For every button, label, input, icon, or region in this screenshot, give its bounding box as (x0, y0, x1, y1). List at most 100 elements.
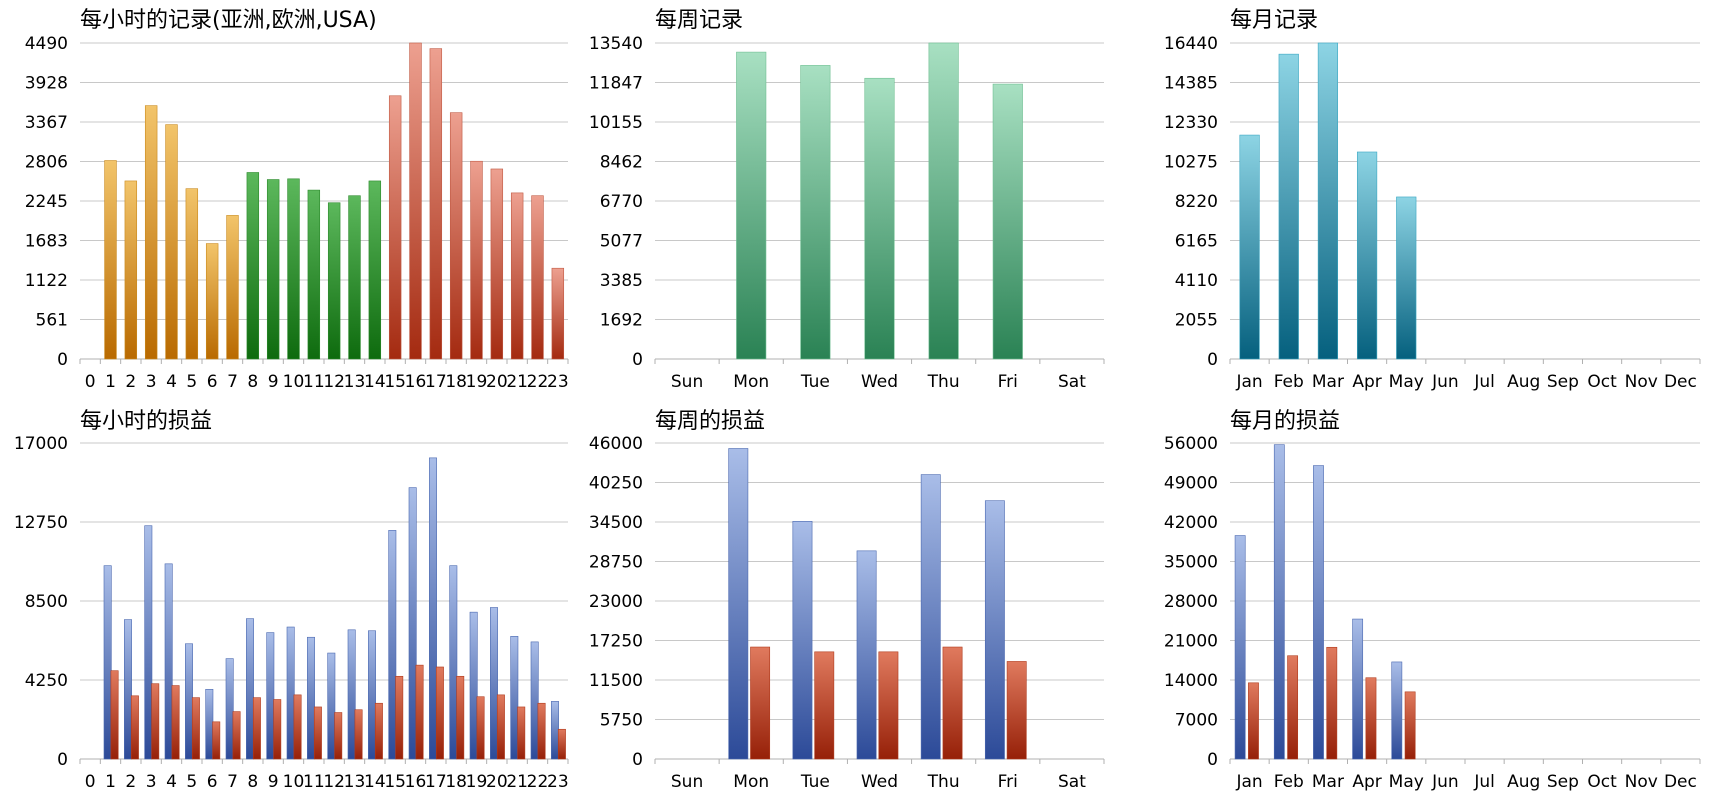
y-tick-label: 8220 (1175, 192, 1218, 212)
bar (205, 688, 214, 760)
y-tick-label: 34500 (589, 513, 643, 533)
y-tick-label: 4490 (25, 34, 68, 54)
x-tick-label: 14 (364, 772, 386, 792)
bar (185, 188, 199, 360)
x-tick-label: Feb (1274, 372, 1304, 392)
y-tick-label: 23000 (589, 592, 643, 612)
x-tick-label: Sat (1058, 372, 1086, 392)
x-tick-label: Jun (1431, 772, 1459, 792)
x-tick-label: 18 (445, 372, 467, 392)
bar (144, 525, 153, 760)
y-tick-label: 8462 (600, 153, 643, 173)
x-tick-label: Apr (1352, 372, 1381, 392)
y-tick-label: 0 (1207, 750, 1218, 770)
x-tick-label: 21 (506, 772, 528, 792)
y-tick-label: 42000 (1164, 513, 1218, 533)
y-tick-label: 28750 (589, 553, 643, 573)
bar (205, 243, 219, 360)
bar (246, 172, 260, 360)
x-tick-label: Sep (1547, 772, 1579, 792)
bar (1248, 682, 1259, 760)
plot-area-weekly-profit: 0 5750 11500 17250 23000 28750 34500 40250 46000… (589, 434, 1105, 792)
x-tick-label: Jan (1235, 372, 1262, 392)
x-tick-label: 1 (105, 372, 116, 392)
x-tick-label: 22 (527, 772, 549, 792)
x-tick-label: 10 (283, 372, 305, 392)
x-tick-label: May (1389, 772, 1424, 792)
y-tick-label: 13540 (589, 34, 643, 54)
x-tick-label: 0 (85, 372, 96, 392)
y-tick-label: 11847 (589, 74, 643, 94)
bar (246, 618, 254, 760)
y-tick-label: 2806 (25, 153, 68, 173)
x-tick-label: Mon (733, 372, 769, 392)
bar (992, 83, 1023, 360)
bar (1365, 677, 1377, 760)
chart-monthly-records: 每月记录 0 2055 4110 6165 8220 10275 12330 14385 164… (1164, 8, 1701, 392)
bar (476, 696, 485, 760)
y-tick-label: 8500 (25, 592, 68, 612)
y-tick-label: 4250 (25, 671, 68, 691)
chart-title-weekly-profit: 每周的损益 (655, 409, 765, 434)
bar (517, 706, 526, 760)
x-tick-label: 0 (85, 772, 96, 792)
x-tick-label: 22 (527, 372, 549, 392)
x-tick-label: 9 (268, 372, 279, 392)
bar (185, 643, 193, 760)
y-tick-label: 17250 (589, 632, 643, 652)
bar (388, 530, 397, 760)
x-tick-label: 16 (405, 372, 427, 392)
bar (348, 195, 361, 360)
x-tick-label: 13 (344, 372, 366, 392)
x-tick-label: May (1389, 372, 1424, 392)
bar (1396, 196, 1417, 360)
bar (856, 550, 877, 760)
bar (226, 215, 239, 360)
bar (286, 626, 295, 760)
y-tick-label: 6770 (600, 192, 643, 212)
x-tick-label: 11 (303, 772, 325, 792)
y-tick-label: 35000 (1164, 553, 1218, 573)
x-tick-label: 15 (384, 372, 406, 392)
bar (191, 697, 200, 760)
y-tick-label: 21000 (1164, 632, 1218, 652)
x-tick-label: 23 (547, 772, 569, 792)
x-tick-label: Fri (998, 772, 1018, 792)
x-tick-label: 7 (227, 772, 238, 792)
y-tick-label: 3928 (25, 74, 68, 94)
x-tick-label: 12 (323, 372, 345, 392)
x-tick-label: 11 (303, 372, 325, 392)
bar (368, 630, 376, 760)
x-tick-label: Tue (800, 772, 830, 792)
x-tick-label: Dec (1664, 772, 1697, 792)
bar (435, 666, 444, 760)
y-tick-label: 3385 (600, 271, 643, 291)
x-tick-label: 4 (166, 772, 177, 792)
bar (232, 711, 241, 760)
x-tick-label: Jan (1235, 772, 1262, 792)
bar (130, 695, 139, 760)
chart-hourly-records: 每小时的记录(亚洲,欧洲,USA) 0561112216832245280633… (25, 8, 569, 392)
chart-title-hourly-profit: 每小时的损益 (80, 409, 212, 434)
bar (408, 487, 417, 760)
bar (1356, 151, 1378, 360)
x-tick-label: Wed (861, 372, 898, 392)
y-tick-label: 0 (57, 350, 68, 370)
bar (470, 160, 483, 360)
bar (496, 694, 505, 760)
y-tick-label: 12330 (1164, 113, 1218, 133)
bar (1239, 134, 1260, 360)
x-tick-label: Thu (927, 372, 960, 392)
bar (307, 636, 315, 760)
y-tick-label: 1122 (25, 271, 68, 291)
y-tick-label: 0 (57, 750, 68, 770)
x-tick-label: 23 (547, 372, 569, 392)
x-tick-label: 2 (125, 772, 136, 792)
bar (293, 694, 302, 760)
y-tick-label: 12750 (14, 513, 68, 533)
x-tick-label: Tue (800, 372, 830, 392)
bar (510, 192, 524, 360)
bar (736, 51, 767, 360)
x-tick-label: Sep (1547, 372, 1579, 392)
